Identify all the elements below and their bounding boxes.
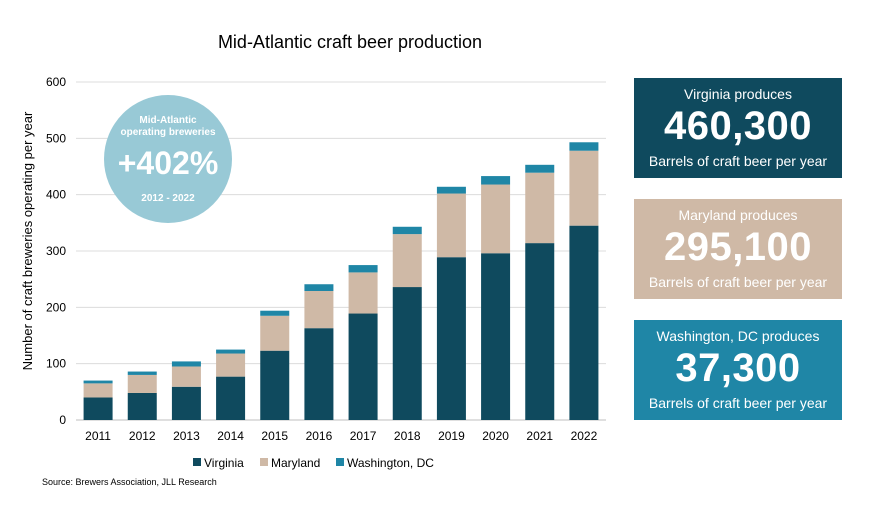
y-tick-label-200: 200 bbox=[46, 300, 66, 314]
legend-label-1: Maryland bbox=[271, 456, 320, 470]
x-tick-label-2018: 2018 bbox=[394, 429, 421, 443]
bar-virginia-2019 bbox=[436, 257, 466, 420]
gridlines bbox=[76, 81, 606, 421]
bar-maryland-2020 bbox=[481, 184, 511, 254]
maryland-card-sub: Barrels of craft beer per year bbox=[648, 274, 828, 290]
bar-virginia-2021 bbox=[525, 243, 555, 420]
bar-maryland-2017 bbox=[348, 272, 378, 314]
y-tick-label-500: 500 bbox=[46, 131, 66, 145]
legend: Virginia Maryland Washington, DC bbox=[193, 456, 434, 470]
legend-swatch-1 bbox=[260, 458, 268, 466]
bar-maryland-2019 bbox=[436, 193, 466, 258]
bar-virginia-2020 bbox=[481, 253, 511, 420]
x-tick-label-2013: 2013 bbox=[173, 429, 200, 443]
bar-virginia-2012 bbox=[127, 392, 157, 420]
bar-virginia-2018 bbox=[392, 287, 422, 420]
bar-maryland-2016 bbox=[304, 290, 334, 329]
bar-maryland-2012 bbox=[127, 374, 157, 393]
x-tick-label-2015: 2015 bbox=[261, 429, 288, 443]
bar-maryland-2013 bbox=[171, 366, 201, 387]
x-tick-label-2014: 2014 bbox=[217, 429, 244, 443]
bar-washington-dc-2019 bbox=[436, 186, 466, 194]
annotation-value: +402% bbox=[118, 145, 219, 181]
annotation-line2: operating breweries bbox=[120, 127, 215, 138]
bar-virginia-2015 bbox=[260, 350, 290, 420]
bar-washington-dc-2016 bbox=[304, 284, 334, 291]
x-tick-label-2021: 2021 bbox=[526, 429, 553, 443]
bar-washington-dc-2012 bbox=[127, 371, 157, 375]
annotation-line1: Mid-Atlantic bbox=[139, 115, 197, 126]
bar-washington-dc-2020 bbox=[481, 176, 511, 185]
x-tick-label-2011: 2011 bbox=[85, 429, 111, 443]
bar-maryland-2014 bbox=[216, 353, 246, 377]
bar-washington-dc-2013 bbox=[171, 361, 201, 367]
bar-washington-dc-2014 bbox=[216, 349, 246, 354]
bar-virginia-2014 bbox=[216, 376, 246, 420]
bar-virginia-2017 bbox=[348, 313, 378, 420]
x-tick-label-2017: 2017 bbox=[350, 429, 377, 443]
legend-swatch-2 bbox=[336, 458, 344, 466]
growth-annotation-bubble: Mid-Atlantic operating breweries +402% 2… bbox=[104, 95, 232, 223]
bar-virginia-2016 bbox=[304, 328, 334, 420]
x-tick-label-2012: 2012 bbox=[129, 429, 156, 443]
y-tick-label-400: 400 bbox=[46, 188, 66, 202]
bar-maryland-2022 bbox=[569, 150, 599, 226]
bar-maryland-2015 bbox=[260, 315, 290, 351]
dc-card-value: 37,300 bbox=[675, 346, 801, 390]
dc-card-heading: Washington, DC produces bbox=[656, 328, 820, 344]
y-tick-label-300: 300 bbox=[46, 244, 66, 258]
bar-virginia-2022 bbox=[569, 225, 599, 420]
x-tick-label-2020: 2020 bbox=[482, 429, 509, 443]
bar-washington-dc-2018 bbox=[392, 226, 422, 235]
bar-washington-dc-2017 bbox=[348, 265, 378, 273]
x-tick-label-2022: 2022 bbox=[571, 429, 598, 443]
virginia-card-value: 460,300 bbox=[663, 104, 813, 148]
bar-washington-dc-2015 bbox=[260, 310, 290, 316]
bar-washington-dc-2022 bbox=[569, 142, 599, 151]
source-note: Source: Brewers Association, JLL Researc… bbox=[42, 477, 217, 487]
annotation-circle bbox=[104, 95, 232, 223]
bar-maryland-2011 bbox=[83, 383, 113, 398]
virginia-card: Virginia produces 460,300 Barrels of cra… bbox=[634, 78, 842, 178]
y-axis-label: Number of craft breweries operating per … bbox=[20, 111, 35, 370]
maryland-card-heading: Maryland produces bbox=[678, 207, 798, 223]
y-tick-label-100: 100 bbox=[46, 357, 66, 371]
legend-label-0: Virginia bbox=[204, 456, 244, 470]
bar-maryland-2021 bbox=[525, 172, 555, 244]
virginia-card-sub: Barrels of craft beer per year bbox=[648, 153, 828, 169]
legend-swatch-0 bbox=[193, 458, 201, 466]
bars bbox=[83, 142, 599, 420]
chart-title: Mid-Atlantic craft beer production bbox=[218, 32, 482, 52]
y-tick-label-0: 0 bbox=[59, 413, 66, 427]
legend-label-2: Washington, DC bbox=[347, 456, 434, 470]
x-axis-ticks: 2011 2012 2013 2014 2015 2016 2017 2018 2019 2020… bbox=[85, 429, 597, 443]
annotation-period: 2012 - 2022 bbox=[141, 193, 195, 204]
maryland-card-value: 295,100 bbox=[663, 225, 813, 269]
dc-card: Washington, DC produces 37,300 Barrels o… bbox=[634, 320, 842, 420]
dc-card-sub: Barrels of craft beer per year bbox=[648, 395, 828, 411]
y-axis-ticks: 0 100 200 300 400 500 600 bbox=[46, 75, 66, 427]
y-tick-label-600: 600 bbox=[46, 75, 66, 89]
x-tick-label-2019: 2019 bbox=[438, 429, 465, 443]
virginia-card-heading: Virginia produces bbox=[684, 86, 792, 102]
bar-maryland-2018 bbox=[392, 234, 422, 288]
x-tick-label-2016: 2016 bbox=[306, 429, 333, 443]
maryland-card: Maryland produces 295,100 Barrels of cra… bbox=[634, 199, 842, 299]
bar-virginia-2011 bbox=[83, 397, 113, 420]
bar-washington-dc-2021 bbox=[525, 164, 555, 173]
bar-virginia-2013 bbox=[171, 386, 201, 420]
bar-washington-dc-2011 bbox=[83, 380, 113, 384]
